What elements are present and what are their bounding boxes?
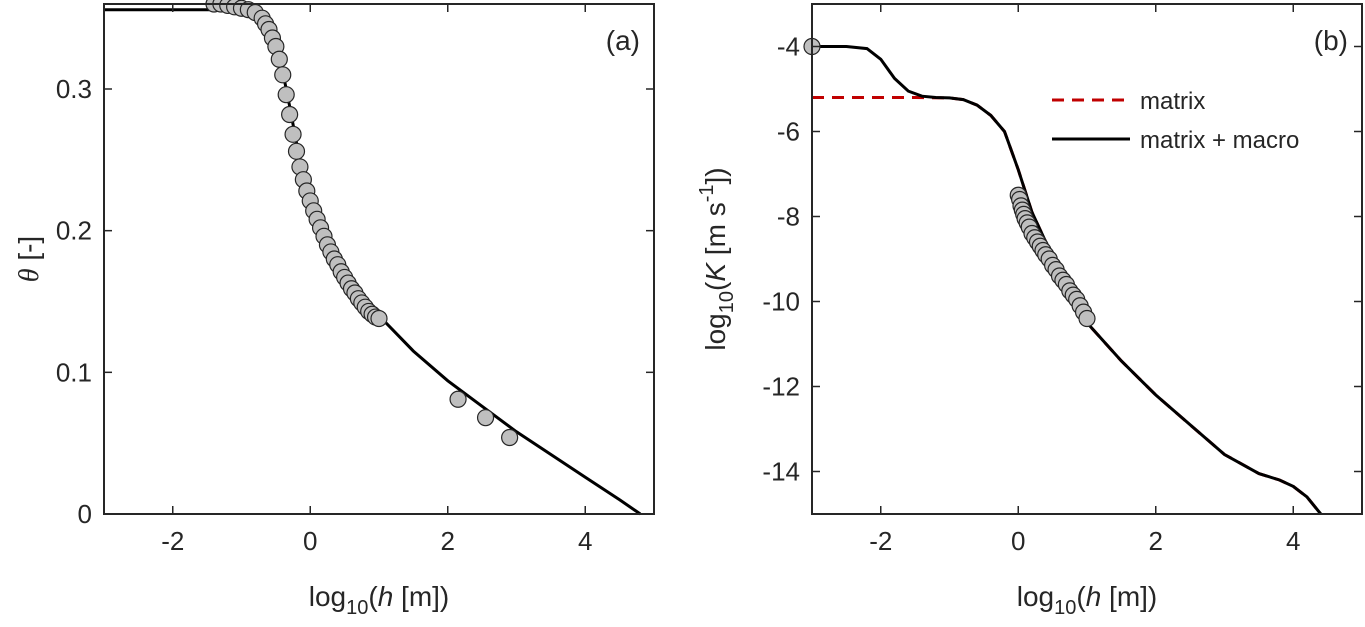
y-tick-label: 0.2 (56, 216, 92, 246)
legend-label-matrix: matrix (1140, 88, 1205, 115)
panel-b-ticks: -2 0 2 4 -14 -12 -10 -8 -6 -4 (762, 4, 1362, 556)
y-label-log: log (700, 313, 731, 350)
x-label-log: log (1017, 581, 1054, 612)
y-label-subscript: 10 (716, 291, 738, 313)
panel-a-label: (a) (606, 25, 640, 56)
panel-a-ticks: -2 0 2 4 0 0.1 0.2 0.3 (56, 4, 654, 556)
x-label-subscript: 10 (1054, 597, 1076, 619)
data-point (476, 409, 495, 427)
y-label-superscript: -1 (696, 185, 718, 203)
y-tick-label: -10 (762, 287, 800, 317)
y-tick-label: -4 (777, 32, 800, 62)
y-tick-label: -8 (777, 202, 800, 232)
data-point (284, 125, 302, 143)
x-label-unit: [m]) (1101, 581, 1157, 612)
series-line-matrix (812, 96, 1322, 515)
fitted-curve (104, 8, 642, 516)
panel-b-axes-frame (811, 3, 1363, 515)
x-tick-label: 4 (578, 526, 592, 556)
chart-panel-a: -2 0 2 4 0 0.1 0.2 0.3 (a) log10(h [m]) θ [-] (13, 0, 655, 619)
data-point (270, 50, 288, 68)
y-label-unit: [-] (13, 236, 44, 269)
y-label-variable: θ (14, 268, 45, 282)
x-label-open-paren: ( (1076, 581, 1086, 612)
x-label-subscript: 10 (346, 597, 368, 619)
legend-label-matrix-macro: matrix + macro (1140, 127, 1299, 154)
y-tick-label: 0.3 (56, 74, 92, 104)
panel-a-x-axis-label: log10(h [m]) (309, 581, 450, 619)
x-label-variable: h (378, 581, 394, 612)
data-point (370, 309, 388, 328)
x-label-variable: h (1086, 581, 1102, 612)
panel-a-y-axis-label: θ [-] (13, 236, 45, 282)
panel-b-label: (b) (1314, 25, 1348, 56)
data-point (277, 86, 295, 104)
panel-b-data-layer (803, 37, 1322, 515)
x-tick-label: 2 (441, 526, 455, 556)
panel-b-legend: matrix matrix + macro (1052, 88, 1299, 154)
x-tick-label: -2 (869, 526, 892, 556)
y-label-variable: K (700, 262, 731, 282)
panel-b-y-axis-label: log10(K [m s-1]) (696, 167, 738, 350)
data-point (281, 105, 299, 124)
x-tick-label: 0 (1011, 526, 1025, 556)
panel-a-axes-frame (103, 3, 655, 515)
x-tick-label: 4 (1286, 526, 1300, 556)
x-label-unit: [m]) (393, 581, 449, 612)
x-label-open-paren: ( (368, 581, 378, 612)
panel-b-x-axis-label: log10(h [m]) (1017, 581, 1158, 619)
x-label-log: log (309, 581, 346, 612)
data-point (274, 66, 292, 84)
panel-a-data-layer (104, 0, 642, 516)
x-tick-label: 0 (303, 526, 317, 556)
x-tick-label: -2 (161, 526, 184, 556)
chart-panel-b: -2 0 2 4 -14 -12 -10 -8 -6 -4 (b) matrix matrix +… (696, 3, 1363, 619)
data-point (287, 142, 306, 160)
y-tick-label: 0.1 (56, 357, 92, 387)
y-tick-label: 0 (78, 499, 92, 529)
y-label-close: ]) (700, 167, 731, 184)
y-tick-label: -12 (762, 372, 800, 402)
data-point (501, 428, 519, 447)
y-label-open-paren: ( (700, 281, 731, 291)
data-point (449, 390, 467, 408)
y-tick-label: -14 (762, 457, 800, 487)
y-label-unit: [m s (700, 202, 731, 263)
y-tick-label: -6 (777, 117, 800, 147)
x-tick-label: 2 (1149, 526, 1163, 556)
data-point (1078, 309, 1096, 328)
